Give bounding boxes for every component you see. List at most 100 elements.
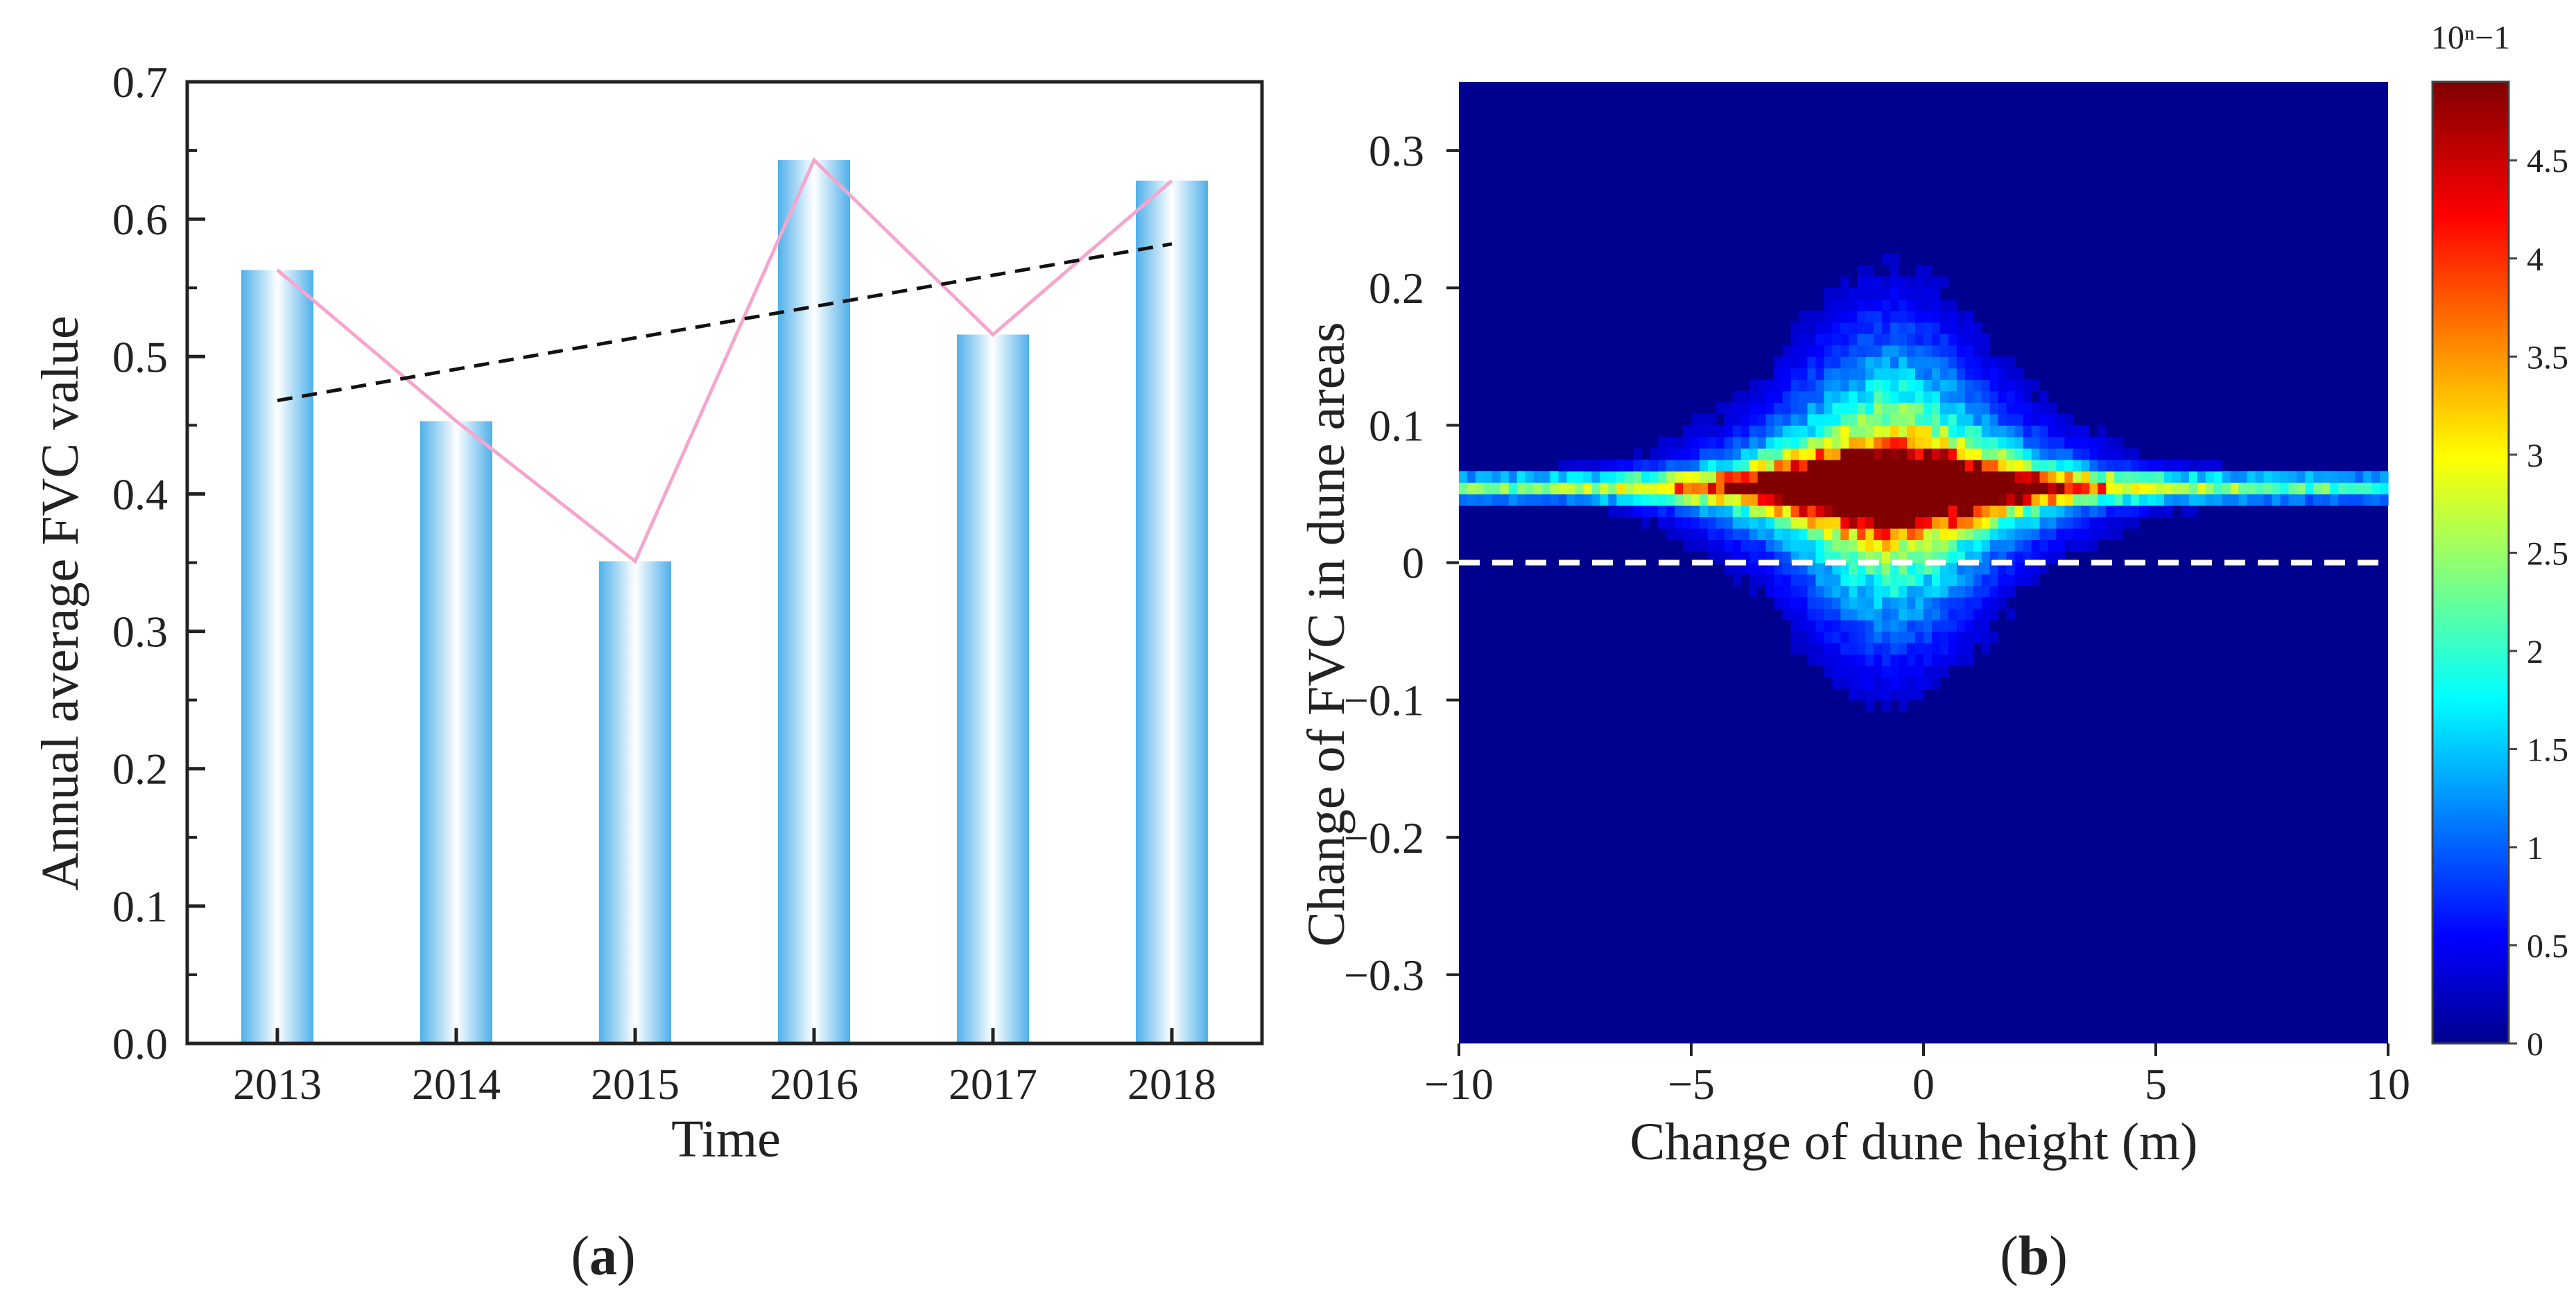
colorbar-tick-label: 3.5 [2527,339,2568,376]
heatmap-cell [1749,402,1758,415]
heatmap-cell [1882,288,1891,300]
heatmap-cell [2039,505,2049,518]
heatmap-cell [1998,482,2007,495]
heatmap-cell [1915,677,1924,689]
heatmap-cell [1757,562,1767,575]
heatmap-cell [2247,494,2256,506]
heatmap-cell [1790,528,1800,541]
heatmap-cell [1989,539,1999,552]
heatmap-cell [1931,608,1941,621]
heatmap-cell [1865,562,1874,575]
heatmap-cell [2048,539,2057,552]
heatmap-cell [2006,574,2016,587]
heatmap-cell [1824,345,1833,357]
heatmap-cell [1799,379,1808,392]
heatmap-cell [1865,608,1874,621]
heatmap-cell [1840,528,1849,541]
heatmap-cell [2363,471,2372,483]
heatmap-cell [1591,471,1600,483]
heatmap-cell [1815,413,1825,426]
heatmap-cell [1799,608,1808,621]
heatmap-cell [1939,517,1949,529]
heatmap-cell [2106,528,2115,541]
heatmap-cell [1740,425,1750,437]
heatmap-cell [1732,413,1742,426]
heatmap-cell [1732,482,1742,495]
y-tick-label-a: 0.3 [112,607,168,657]
heatmap-cell [1899,631,1908,643]
heatmap-cell [1815,574,1825,587]
heatmap-cell [1907,276,1916,288]
heatmap-cell [1815,585,1825,598]
heatmap-cell [1575,494,1584,506]
heatmap-cell [1790,448,1800,460]
heatmap-cell [1931,654,1941,666]
heatmap-cell [1973,379,1982,392]
heatmap-cell [1749,528,1758,541]
heatmap-cell [1899,700,1908,712]
heatmap-cell [1707,448,1717,460]
heatmap-cell [2213,459,2223,471]
heatmap-cell [2139,505,2148,518]
heatmap-cell [1782,494,1792,506]
heatmap-cell [2346,471,2355,483]
heatmap-cell [1890,677,1899,689]
heatmap-cell [2139,459,2148,471]
heatmap-cell [2247,471,2256,483]
heatmap-cell [1989,413,1999,426]
colorbar-tick-label: 1.5 [2527,731,2568,768]
heatmap-cell [1815,425,1825,437]
heatmap-cell [2073,528,2082,541]
heatmap-cell [2081,425,2090,437]
heatmap-cell [1956,367,1966,380]
heatmap-cell [2031,402,2041,415]
heatmap-cell [2355,494,2364,506]
heatmap-cell [1915,620,1924,632]
heatmap-cell [1774,402,1783,415]
heatmap-cell [2305,494,2314,506]
heatmap-cell [1815,562,1825,575]
heatmap-cell [1583,471,1593,483]
heatmap-cell [1757,505,1767,518]
heatmap-cell [1840,654,1849,666]
heatmap-cell [1948,311,1957,323]
heatmap-cell [2006,402,2016,415]
heatmap-cell [1757,459,1767,471]
heatmap-cell [1882,539,1891,552]
heatmap-cell [1857,299,1866,311]
heatmap-cell [1924,643,1933,655]
heatmap-cell [1981,345,1991,357]
heatmap-cell [1964,436,1974,449]
heatmap-cell [2081,471,2090,483]
heatmap-cell [1882,276,1891,288]
trend-line [277,242,1173,403]
heatmap-cell [1799,436,1808,449]
heatmap-cell [1939,345,1949,357]
heatmap-cell [1899,688,1908,701]
heatmap-cell [1807,448,1817,460]
heatmap-cell [1815,390,1825,403]
heatmap-cell [1865,517,1874,529]
heatmap-cell [1865,528,1874,541]
heatmap-cell [1981,494,1991,506]
heatmap-cell [1865,311,1874,323]
heatmap-cell [1840,436,1849,449]
heatmap-cell [1948,608,1957,621]
heatmap-cell [2031,505,2041,518]
heatmap-cell [2163,505,2173,518]
heatmap-cell [1857,574,1866,587]
heatmap-cell [1608,471,1617,483]
heatmap-cell [1899,276,1908,288]
heatmap-cell [1691,482,1700,495]
heatmap-cell [2006,448,2016,460]
heatmap-cell [2023,390,2032,403]
heatmap-cell [1849,539,1858,552]
heatmap-cell [1964,402,1974,415]
heatmap-cell [2106,448,2115,460]
heatmap-cell [1459,482,1468,495]
heatmap-cell [1924,413,1933,426]
x-tick-label-a: 2016 [770,1059,858,1109]
heatmap-cell [2297,471,2306,483]
heatmap-cell [2272,494,2281,506]
heatmap-cell [1807,654,1817,666]
